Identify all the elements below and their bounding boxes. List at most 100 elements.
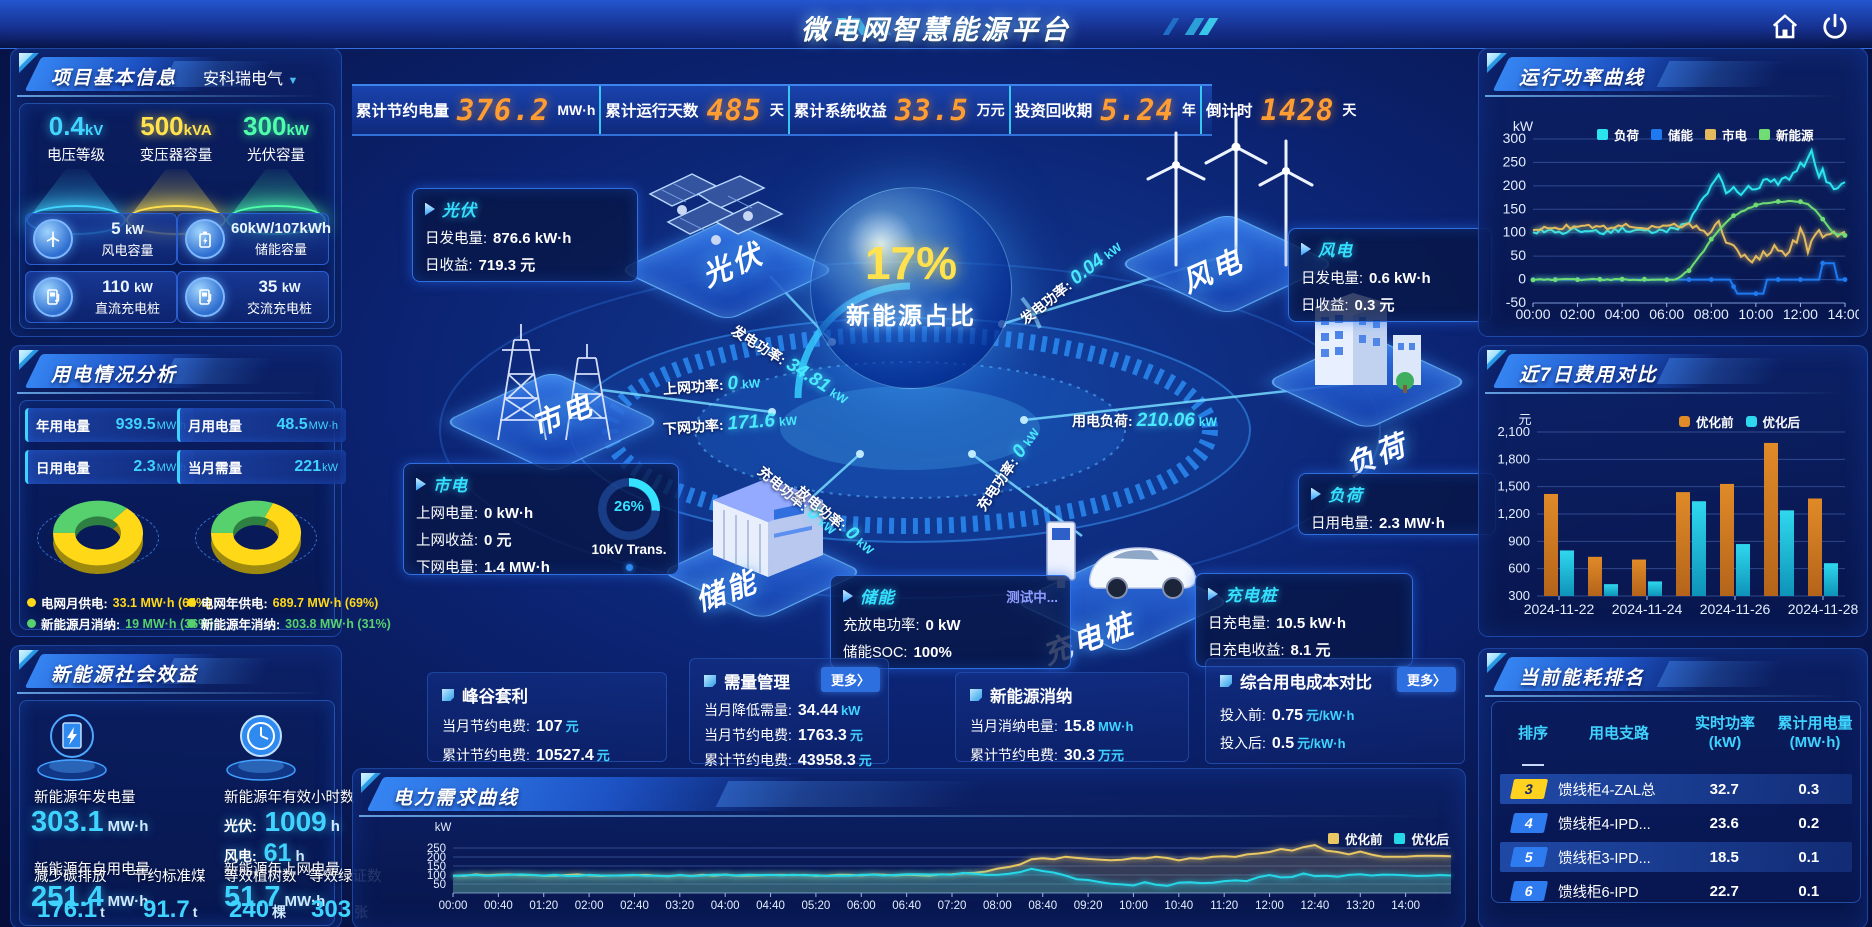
col-header-energy: 累计用电量 (MW·h) [1777,715,1853,751]
legend-item[interactable]: 优化前 [1327,829,1382,848]
panel-title: 近7日费用对比 [1519,365,1658,386]
demand-curve-chart[interactable]: 50 100 150 200 250 kW 00:00 00:40 01:20 02:00 02:4… [357,819,1461,925]
svg-text:10:40: 10:40 [1164,900,1193,912]
legend-item[interactable]: 储能 [1651,125,1693,144]
legend-item[interactable]: 优化后 [1745,412,1801,431]
legend-label: 负荷 [1614,129,1640,143]
card-icon [970,689,982,701]
node-pv[interactable] [640,160,800,285]
svg-text:00:00: 00:00 [439,900,468,912]
node-grid[interactable] [470,310,630,450]
card-load: 负荷 日用电量: 2.3 MW·h [1298,473,1496,535]
legend-grid-month[interactable]: 电网月供电: 33.1 MW·h (64%) [27,593,211,612]
card-icon [1220,675,1232,687]
svg-text:kW: kW [435,822,452,834]
legend-item[interactable]: 负荷 [1597,125,1639,144]
card-peak-valley: 峰谷套利 当月节约电费: 107 元 累计节约电费: 10527.4 元 [427,672,667,764]
stat-transformer-capacity: 500kVA 变压器容量 [124,111,228,235]
center-sphere: 17% 新能源占比 [810,187,1012,389]
svg-text:900: 900 [1508,533,1530,548]
node-storage[interactable] [698,478,838,588]
power-chart-legend[interactable]: 负荷 储能 市电 新能源 [1597,125,1814,144]
svg-text:06:40: 06:40 [892,900,921,912]
panel-title: 运行功率曲线 [1519,68,1646,89]
svg-text:08:00: 08:00 [983,900,1012,912]
benefit-coal-label: 节约标准煤 [133,869,206,885]
svg-text:06:00: 06:00 [847,900,876,912]
legend-label: 优化前 [1696,416,1734,430]
svg-text:2,100: 2,100 [1497,424,1530,439]
kpi-run-days: 累计运行天数 485 天 [601,86,790,134]
demand-chart-legend[interactable]: 优化前 优化后 [1327,829,1449,848]
panel-title: 新能源社会效益 [51,665,199,686]
stat-month-usage: 月用电量 48.5MW·h [177,408,346,442]
svg-text:10:00: 10:00 [1738,306,1773,322]
wind-turbines-icon [1146,111,1314,267]
svg-text:2024-11-24: 2024-11-24 [1612,601,1683,617]
panel-usage-analysis: 用电情况分析 年用电量 939.5MW·h 月用电量 48.5MW·h 日用电量 2.… [10,345,391,637]
power-curve-chart[interactable]: -50 0 50 100 150 200 250 300 kW 00:00 02:00 04:00 06… [1487,97,1863,331]
legend-label: 新能源 [1776,129,1814,143]
card-icon [442,689,454,701]
company-dropdown[interactable]: 安科瑞电气 ▼ [203,71,299,88]
kpi-payback: 投资回收期 5.24 年 [1011,86,1203,134]
legend-grid-year[interactable]: 电网年供电: 689.7 MW·h (69%) [187,593,378,612]
benefit-coal-value: 91.7 t [143,896,198,923]
transformer-gauge-label: 10kV Trans. [591,542,667,557]
svg-text:00:00: 00:00 [1515,306,1550,322]
card-cost-compare: 综合用电成本对比 更多〉 投入前: 0.75 元/kW·h 投入后: 0.5 元/kW·… [1205,658,1465,764]
table-row[interactable]: 4 馈线柜4-IPD... 23.6 0.2 [1500,808,1852,838]
svg-text:200: 200 [427,852,446,864]
table-row[interactable]: 6 馈线柜6-IPD 22.7 0.1 [1500,876,1852,902]
svg-text:0: 0 [1518,271,1526,287]
legend-renewable-year[interactable]: 新能源年消纳: 303.8 MW·h (31%) [187,614,391,633]
svg-text:12:00: 12:00 [1783,306,1818,322]
wind-turbine-icon [33,219,73,259]
card-wind: 风电 日发电量: 0.6 kW·h 日收益: 0.3 元 [1288,228,1492,322]
benefit-trees-value: 240 棵 [229,896,287,923]
stat-voltage-level: 0.4kV 电压等级 [24,111,128,235]
donut-year-supply[interactable] [181,491,331,596]
svg-text:14:00: 14:00 [1391,900,1420,912]
more-button[interactable]: 更多〉 [820,667,880,692]
stat-month-demand: 当月需量 221kW [177,450,346,484]
legend-item[interactable]: 优化前 [1679,412,1734,431]
power-icon[interactable] [1820,12,1850,42]
table-row[interactable]: 5 馈线柜3-IPD... 18.5 0.1 [1500,842,1852,872]
card-storage: 储能 测试中... 充放电功率: 0 kW 储能SOC: 100% [830,575,1071,669]
legend-label: 优化后 [1762,416,1801,430]
power-towers-icon [497,324,611,441]
svg-text:50: 50 [433,879,446,891]
benefit-self-value: 251.4 MW·h [31,881,149,913]
legend-item[interactable]: 新能源 [1759,125,1814,144]
donut-month-supply[interactable] [23,491,173,596]
benefit-hours-label: 新能源年有效小时数 [224,790,355,806]
node-wind[interactable] [1128,105,1318,275]
more-button[interactable]: 更多〉 [1396,667,1456,692]
cost-chart-legend[interactable]: 优化前 优化后 [1679,412,1800,431]
cost-bar-chart[interactable]: 300 600 900 1,200 1,500 1,800 2,100 元 2024-11-22… [1487,398,1859,622]
legend-item[interactable]: 优化后 [1394,829,1449,848]
solar-panels-icon [648,173,784,245]
ranking-table: 排序 用电支路 实时功率 (kW) 累计用电量 (MW·h) 3 馈线柜4-ZAL总… [1491,701,1861,903]
card-pv: 光伏 日发电量: 876.6 kW·h 日收益: 719.3 元 [412,188,638,282]
table-row[interactable]: 3 馈线柜4-ZAL总 32.7 0.3 [1500,774,1852,804]
svg-text:13:20: 13:20 [1346,900,1375,912]
legend-item[interactable]: 市电 [1705,125,1747,144]
svg-text:250: 250 [427,843,446,855]
rank-badge: 4 [1509,813,1549,833]
benefit-ongrid-value: 51.7 MW·h [224,881,326,913]
energy-gen-icon [37,714,107,781]
svg-text:300: 300 [1503,130,1527,146]
card-icon [704,675,716,687]
panel-project-info: 项目基本信息 安科瑞电气 ▼ 0.4kV 电压等级 500kVA 变压器容量 3… [10,48,342,337]
rank-badge: 3 [1509,779,1549,799]
legend-renewable-month[interactable]: 新能源月消纳: 19 MW·h (36%) [27,614,213,633]
benefit-gen-label: 新能源年发电量 [34,790,136,806]
benefit-wind-hours: 风电: 61 h [224,839,305,867]
arrow-icon [416,477,426,491]
home-icon[interactable] [1770,12,1800,42]
benefit-pv-hours: 光伏: 1009 h [224,806,340,837]
stat-storage-capacity: 60kW/107kWh 储能容量 [177,213,331,265]
svg-text:1,500: 1,500 [1497,479,1530,494]
